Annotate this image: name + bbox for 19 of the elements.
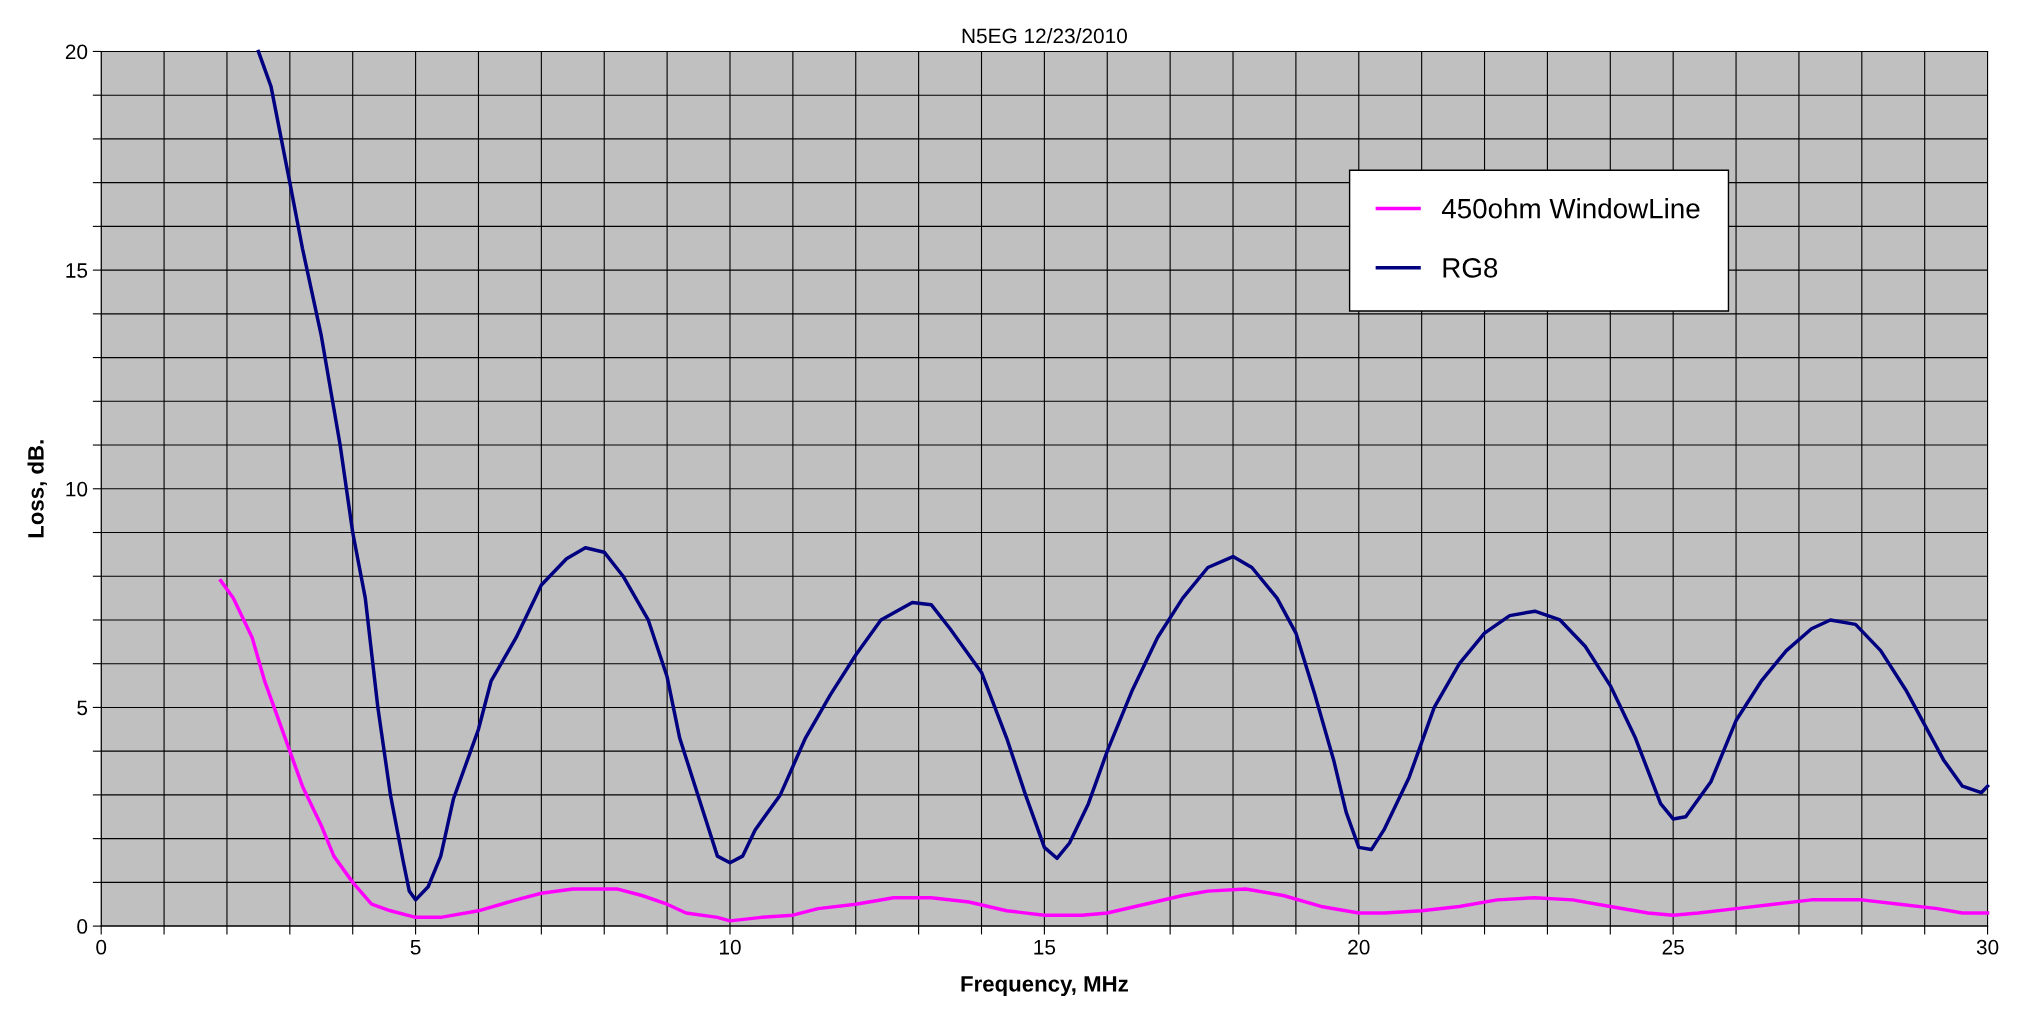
x-tick-label: 20 bbox=[1348, 939, 1370, 955]
y-tick-label: 15 bbox=[66, 263, 88, 278]
line-series bbox=[218, 578, 1990, 923]
y-tick-label: 10 bbox=[66, 481, 88, 497]
y-tick-label: 20 bbox=[65, 44, 88, 60]
x-tick-label: 25 bbox=[1662, 939, 1684, 955]
x-tick-label: 10 bbox=[719, 939, 741, 955]
x-tick-label: 30 bbox=[1976, 939, 1999, 955]
chart-title: N5EG 12/23/2010 bbox=[962, 28, 1127, 44]
y-tick-label: 5 bbox=[77, 700, 88, 716]
y-tick-label: 0 bbox=[77, 919, 88, 934]
line-series bbox=[256, 49, 1990, 902]
x-tick-label: 15 bbox=[1034, 940, 1056, 955]
x-axis-title: Frequency, MHz bbox=[961, 976, 1128, 997]
x-tick-label: 0 bbox=[96, 939, 107, 955]
y-axis-title: Loss, dB. bbox=[27, 440, 47, 538]
legend-label: RG8 bbox=[1443, 258, 1498, 278]
legend-label: 450ohm WindowLine bbox=[1441, 198, 1700, 219]
x-tick-label: 5 bbox=[410, 940, 421, 955]
